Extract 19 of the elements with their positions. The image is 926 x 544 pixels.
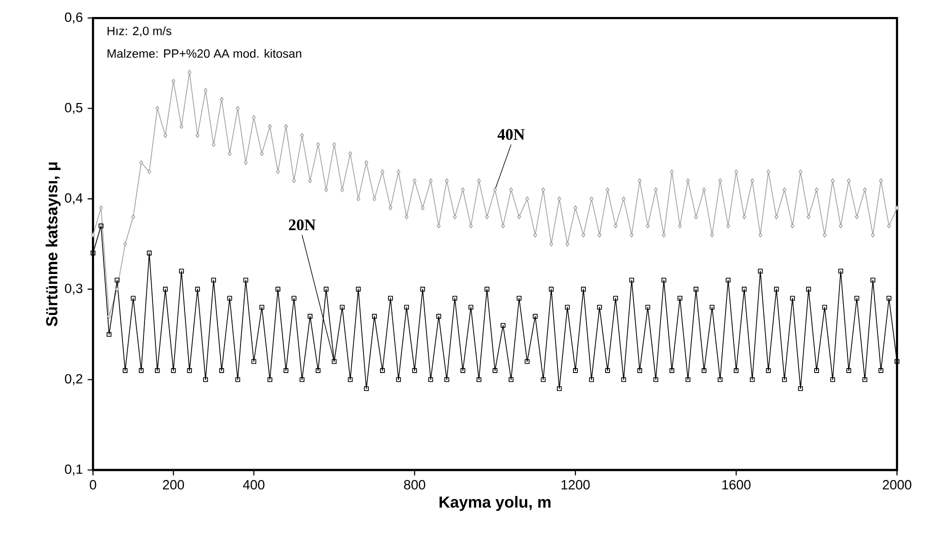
x-tick-label: 400	[242, 480, 264, 490]
x-tick-label: 2000	[882, 480, 912, 490]
y-tick-label: 0,1	[64, 464, 82, 476]
y-tick-label: 0,2	[64, 374, 82, 386]
x-tick-label: 1600	[722, 480, 751, 490]
text: 40N	[498, 129, 525, 140]
annotation: Malzeme: PP+%20 AA mod. kitosan	[108, 48, 302, 58]
x-tick-label: 1200	[562, 480, 590, 490]
annotation: Hız: 2,0 m/s	[108, 26, 172, 37]
x-tick-label: 800	[404, 480, 426, 490]
y-tick-label: 0,3	[64, 284, 82, 295]
y-tick-label: 0,5	[64, 102, 82, 114]
x-axis-title: Kayma yolu, m	[440, 496, 550, 511]
text: 20N	[288, 219, 316, 230]
y-tick-label: 0,4	[64, 193, 83, 204]
y-axis-title: Sürtünme katsayısı, μ	[46, 162, 61, 326]
y-tick-label: 0,6	[64, 12, 82, 24]
x-tick-label: 200	[162, 480, 184, 490]
x-tick-label: 0	[90, 480, 96, 490]
